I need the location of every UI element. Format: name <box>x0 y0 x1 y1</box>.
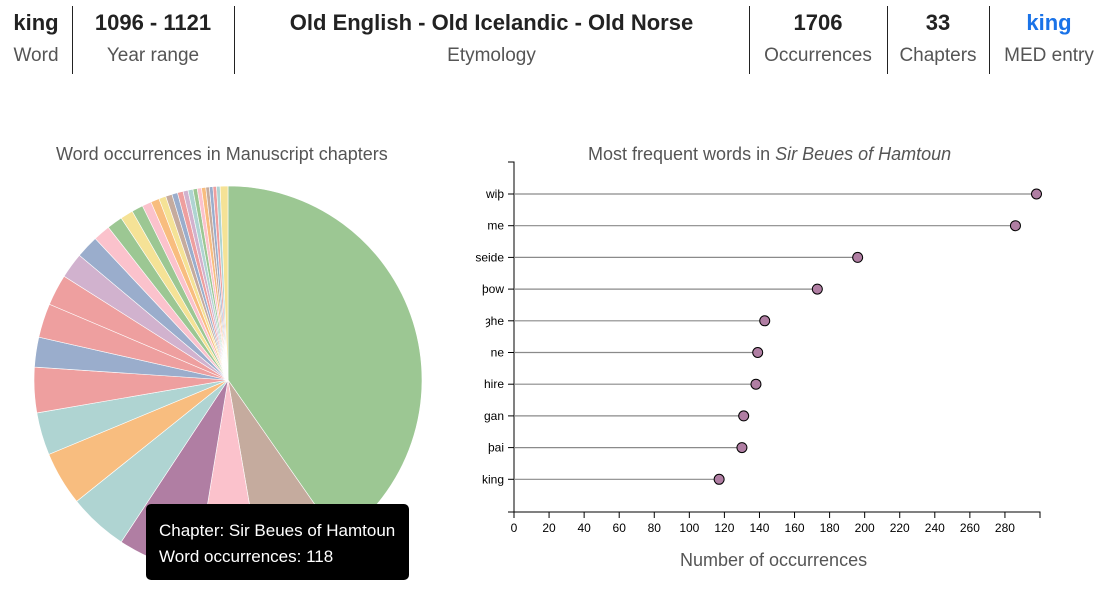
lollipop-x-axis-label: Number of occurrences <box>680 550 868 570</box>
word-stats-header: king Word 1096 - 1121 Year range Old Eng… <box>0 0 1109 80</box>
x-tick-label: 100 <box>679 521 699 535</box>
stat-year-range: 1096 - 1121 Year range <box>72 6 235 74</box>
x-tick-label: 0 <box>511 521 518 535</box>
pie-chart-title: Word occurrences in Manuscript chapters <box>56 144 388 164</box>
pie-tooltip: Chapter: Sir Beues of Hamtoun Word occur… <box>146 504 409 580</box>
x-tick-label: 20 <box>542 521 556 535</box>
y-tick-label: wiþ <box>485 187 504 201</box>
lollipop-title-prefix: Most frequent words in <box>588 144 776 164</box>
stat-chapters-value: 33 <box>925 10 951 35</box>
stat-etymology: Old English - Old Icelandic - Old Norse … <box>234 6 750 74</box>
pie-slice[interactable] <box>219 185 229 381</box>
lollipop-point[interactable] <box>811 283 823 295</box>
y-tick-label: ȝhe <box>485 314 504 328</box>
stat-occurrences: 1706 Occurrences <box>749 6 888 74</box>
x-tick-label: 160 <box>785 521 805 535</box>
y-tick-label: king <box>482 472 504 486</box>
x-tick-label: 140 <box>749 521 769 535</box>
x-tick-label: 240 <box>925 521 945 535</box>
pie-slice[interactable] <box>227 185 423 540</box>
lollipop-point[interactable] <box>752 347 764 358</box>
y-tick-label: ne <box>491 346 505 360</box>
lollipop-chart: 0 20 40 60 80 100 120 140 160 180 200 220 240 260 280 w… <box>475 161 1042 535</box>
x-tick-label: 80 <box>648 521 662 535</box>
stat-med-entry: king MED entry <box>989 6 1109 74</box>
stat-chapters-label: Chapters <box>899 45 977 66</box>
stat-med-entry-label: MED entry <box>1004 45 1094 66</box>
x-tick-label: 200 <box>855 521 875 535</box>
stat-word: king Word <box>0 6 73 74</box>
med-entry-link[interactable]: king <box>1026 10 1072 35</box>
x-tick-label: 260 <box>960 521 980 535</box>
lollipop-point[interactable] <box>738 410 750 422</box>
lollipop-chart-title: Most frequent words in Sir Beues of Hamt… <box>588 144 951 165</box>
lollipop-title-manuscript: Sir Beues of Hamtoun <box>775 144 952 164</box>
lollipop-point[interactable] <box>736 442 748 454</box>
stat-occurrences-label: Occurrences <box>764 45 872 66</box>
lollipop-point[interactable] <box>750 378 762 390</box>
x-tick-label: 180 <box>820 521 840 535</box>
x-tick-label: 280 <box>995 521 1015 535</box>
lollipop-point[interactable] <box>852 251 864 263</box>
stat-word-value: king <box>13 10 59 35</box>
stat-etymology-label: Etymology <box>447 45 536 66</box>
x-tick-label: 120 <box>714 521 734 535</box>
y-tick-label: þow <box>482 282 504 296</box>
lollipop-point[interactable] <box>759 315 771 327</box>
lollipop-point[interactable] <box>1030 188 1042 200</box>
stat-chapters: 33 Chapters <box>887 6 990 74</box>
x-tick-label: 220 <box>890 521 910 535</box>
y-axis <box>508 161 515 513</box>
stat-occurrences-value: 1706 <box>793 10 843 35</box>
tooltip-chapter: Chapter: Sir Beues of Hamtoun <box>159 521 396 540</box>
tooltip-occurrences: Word occurrences: 118 <box>159 547 334 566</box>
stat-year-range-label: Year range <box>106 45 200 66</box>
y-tick-label: gan <box>484 409 504 423</box>
x-tick-label: 40 <box>577 521 591 535</box>
lollipop-point[interactable] <box>713 473 725 485</box>
stat-word-label: Word <box>13 45 59 66</box>
y-tick-label: me <box>487 219 504 233</box>
lollipop-point[interactable] <box>1009 220 1021 232</box>
stat-etymology-value: Old English - Old Icelandic - Old Norse <box>289 10 694 35</box>
y-tick-label: þai <box>488 441 504 455</box>
y-tick-label: hire <box>484 377 504 391</box>
stat-year-range-value: 1096 - 1121 <box>94 10 212 35</box>
x-axis <box>513 511 1041 518</box>
x-tick-label: 60 <box>613 521 627 535</box>
y-tick-label: seide <box>475 250 504 264</box>
